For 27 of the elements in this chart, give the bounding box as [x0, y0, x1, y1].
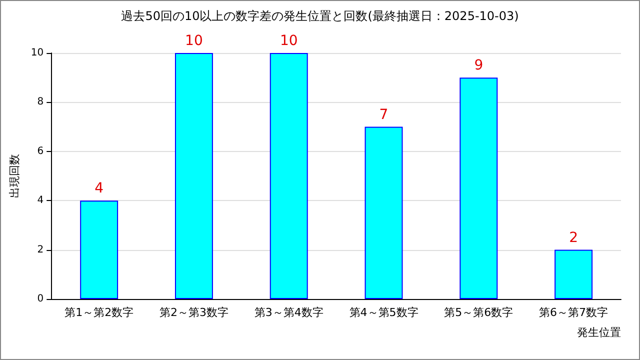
- y-tick-label: 10: [30, 48, 44, 58]
- chart-title: 過去50回の10以上の数字差の発生位置と回数(最終抽選日：2025-10-03): [121, 9, 519, 23]
- data-label: 2: [569, 230, 578, 246]
- data-label: 9: [474, 58, 484, 74]
- data-label: 10: [280, 33, 298, 49]
- bar: [174, 53, 213, 299]
- x-tick-label: 第1～第2数字: [64, 306, 134, 319]
- x-tick-label: 第4～第5数字: [349, 306, 418, 319]
- x-axis-title: 発生位置: [577, 326, 621, 339]
- bar: [364, 126, 403, 299]
- bar: [270, 53, 308, 299]
- data-label: 7: [379, 106, 388, 123]
- y-tick-label: 2: [37, 244, 44, 256]
- bar: [460, 78, 498, 299]
- y-tick-label: 4: [37, 195, 44, 206]
- x-tick-label: 第6～第7数字: [539, 306, 608, 319]
- y-axis-title: 出現回数: [8, 154, 21, 198]
- x-tick-label: 第5～第6数字: [444, 306, 514, 319]
- data-label: 10: [185, 33, 203, 49]
- y-tick-label: 0: [37, 294, 44, 304]
- data-label: 4: [94, 180, 104, 197]
- bar: [80, 200, 118, 299]
- y-tick-label: 6: [37, 146, 44, 157]
- x-tick-label: 第2～第3数字: [159, 306, 228, 319]
- x-tick-label: 第3～第4数字: [254, 306, 324, 319]
- y-tick-label: 8: [37, 96, 44, 108]
- bar: [554, 250, 593, 299]
